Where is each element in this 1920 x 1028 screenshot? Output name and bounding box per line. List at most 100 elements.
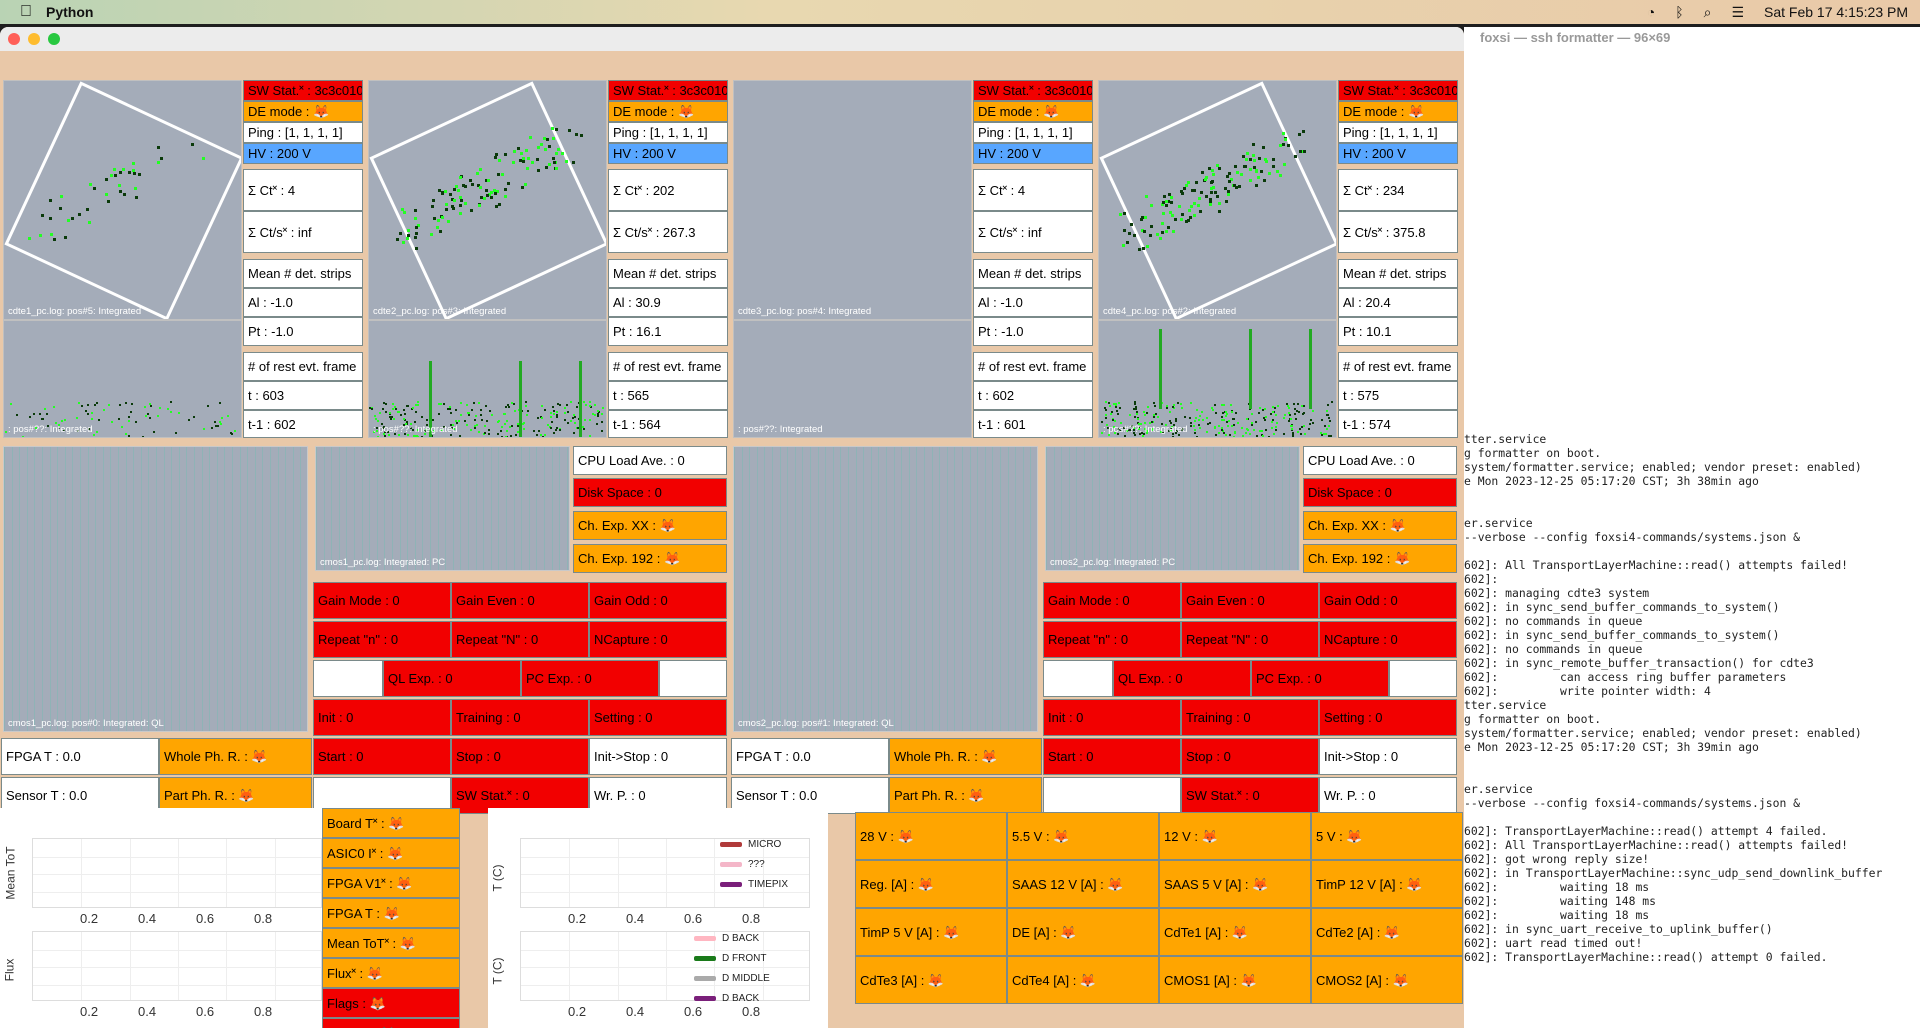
spectrum-point (1193, 432, 1196, 435)
cmos-strip (551, 447, 553, 570)
cdte-spectrum-panel[interactable]: : pos#??: Integrated (1098, 320, 1337, 438)
cmos-strip (4, 447, 5, 731)
legend-entry: ??? (720, 859, 765, 870)
spectrum-point (84, 409, 87, 412)
spectrum-point (1290, 423, 1293, 426)
spectrum-point (1100, 432, 1103, 435)
event-point (493, 191, 497, 195)
gridline (33, 856, 321, 858)
spectrum-point (1132, 426, 1135, 429)
mean-tot-plot[interactable] (32, 838, 322, 908)
cmos-strip (118, 447, 119, 731)
flux-plot[interactable] (32, 931, 322, 1001)
cdte-spectrum-panel[interactable]: : pos#??: Integrated (368, 320, 607, 438)
spectrum-point (1156, 415, 1159, 418)
spectrum-point (410, 422, 413, 425)
spectrum-point (1225, 414, 1227, 417)
spectrum-point (1116, 427, 1119, 430)
spectrum-point (149, 404, 152, 407)
legend-label: D BACK (722, 933, 760, 944)
event-point (459, 176, 463, 180)
gridline (762, 932, 764, 1000)
spectrum-point (1145, 412, 1148, 415)
spectrum-point (1294, 413, 1297, 416)
spectrum-point (144, 415, 147, 418)
cdte-spectrum-panel[interactable]: : pos#??: Integrated (3, 320, 242, 438)
event-point (1208, 203, 1212, 207)
event-point (555, 128, 559, 132)
cdte-image-panel[interactable]: cdte2_pc.log: pos#3: Integrated (368, 80, 607, 320)
cmos-strip (316, 447, 317, 570)
cdte-spectrum-panel[interactable]: : pos#??: Integrated (733, 320, 972, 438)
spectrum-point (536, 416, 539, 419)
cmos-pc-panel[interactable]: cmos2_pc.log: Integrated: PC (1045, 446, 1300, 571)
cmos-strip (1251, 447, 1253, 570)
spectrum-point (1325, 413, 1328, 416)
spectrum-point (1161, 402, 1164, 405)
apple-icon[interactable]:  (20, 3, 32, 21)
cmos-ql-panel[interactable]: cmos2_pc.log: pos#1: Integrated: QL (733, 446, 1038, 732)
event-point (450, 204, 454, 208)
x-tick-label: 0.2 (568, 911, 587, 926)
spectrum-point (58, 423, 61, 426)
spectrum-point (570, 419, 573, 422)
spectrum-point (566, 422, 569, 425)
cdte-image-panel[interactable]: cdte3_pc.log: pos#4: Integrated (733, 80, 972, 320)
cdte-image-panel[interactable]: cdte1_pc.log: pos#5: Integrated (3, 80, 242, 320)
spectrum-point (396, 410, 399, 413)
wifi-icon[interactable]: ◔ (1646, 4, 1656, 20)
search-icon[interactable]: ⌕ (1703, 3, 1712, 20)
spectrum-point (1113, 425, 1115, 428)
spectrum-point (1234, 412, 1237, 415)
app-menu[interactable]: Python (34, 4, 93, 20)
cdte-image-panel[interactable]: cdte4_pc.log: pos#2: Integrated (1098, 80, 1337, 320)
cmos-pc-panel[interactable]: cmos1_pc.log: Integrated: PC (315, 446, 570, 571)
power-cell: CdTe1 [A] : 🦊 (1159, 908, 1311, 956)
spectrum-point (1330, 434, 1333, 437)
mean-tot-ylabel: Mean ToT (3, 846, 18, 900)
spectrum-point (119, 404, 122, 407)
event-point (1217, 202, 1221, 206)
event-point (1243, 165, 1247, 169)
zoom-button[interactable] (48, 33, 60, 45)
t-cell: t : 603 (243, 381, 363, 410)
spectrum-point (1274, 406, 1277, 409)
spectrum-point (64, 418, 67, 421)
cmos-strip (498, 447, 500, 570)
cmos-strip (285, 447, 287, 731)
event-point (112, 168, 116, 172)
spectrum-point (1248, 433, 1251, 436)
cmos-strip (490, 447, 492, 570)
clock[interactable]: Sat Feb 17 4:15:23 PM (1764, 4, 1908, 20)
event-point (444, 207, 448, 211)
event-point (1122, 211, 1126, 215)
cmos-strip (1274, 447, 1275, 570)
cmos-strip (1160, 447, 1161, 570)
minimize-button[interactable] (28, 33, 40, 45)
cmos-strip (1000, 447, 1001, 731)
spectrum-line (1159, 329, 1162, 409)
event-point (1204, 195, 1208, 199)
spectrum-point (1129, 413, 1132, 416)
event-point (1253, 166, 1257, 170)
bluetooth-icon[interactable]: ᛒ (1675, 4, 1684, 20)
spectrum-point (1233, 430, 1236, 433)
cmos-ql-panel[interactable]: cmos1_pc.log: pos#0: Integrated: QL (3, 446, 308, 732)
cmos-pc-label: cmos2_pc.log: Integrated: PC (1050, 557, 1176, 568)
cmos-strip (156, 447, 157, 731)
temp-plot-2[interactable] (520, 931, 810, 1001)
spectrum-point (177, 411, 180, 414)
control-center-icon[interactable]: ☰ (1731, 3, 1745, 20)
close-button[interactable] (8, 33, 20, 45)
event-point (1122, 243, 1126, 247)
cmos-strip (354, 447, 355, 570)
cmos-strip (1030, 447, 1032, 731)
spectrum-point (1137, 423, 1140, 426)
terminal-window[interactable]: foxsi — ssh formatter — 96×69 tter.servi… (1464, 27, 1920, 1028)
spectrum-point (1214, 427, 1217, 430)
temp-plot-1[interactable] (520, 838, 810, 908)
spectrum-point (1172, 403, 1175, 406)
x-tick-label: 0.8 (742, 1004, 761, 1019)
spectrum-point (1223, 404, 1226, 407)
cdte-image-label: cdte1_pc.log: pos#5: Integrated (8, 306, 142, 317)
